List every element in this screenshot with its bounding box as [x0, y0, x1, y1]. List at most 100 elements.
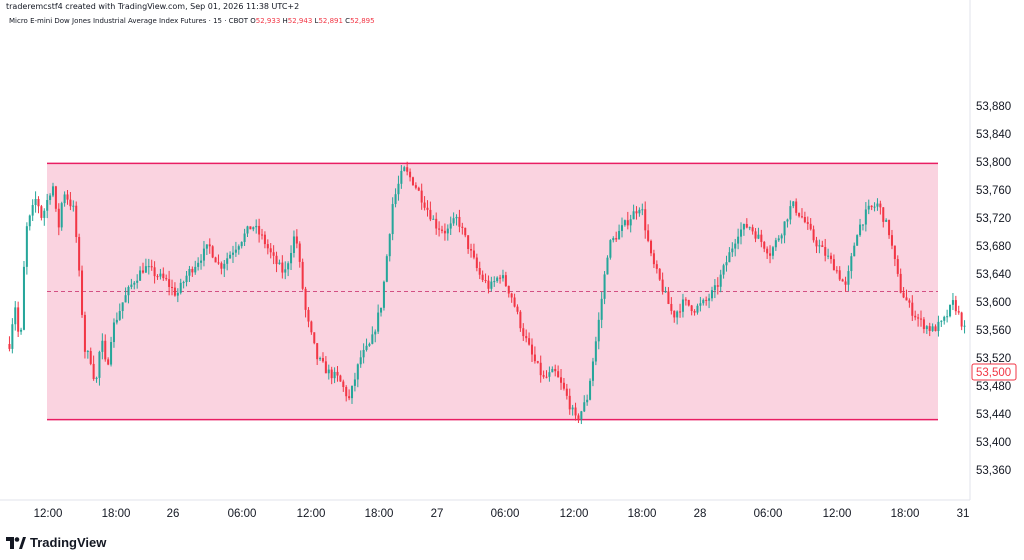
candle-body [885, 219, 888, 222]
candle-body [800, 216, 803, 218]
candle-body [307, 309, 310, 322]
y-tick-label: 53,840 [976, 129, 1011, 141]
candle-body [568, 395, 571, 410]
candle-body [490, 281, 493, 289]
candle-body [786, 219, 789, 222]
candle-body [684, 299, 687, 301]
candle-body [484, 279, 487, 281]
candle-body [699, 303, 702, 306]
y-tick-label: 53,440 [976, 409, 1011, 421]
candle-body [667, 291, 670, 304]
candle-body [205, 244, 208, 249]
candle-body [339, 375, 342, 382]
candle-body [618, 230, 621, 240]
candle-body [530, 344, 534, 355]
candle-body [580, 411, 583, 420]
candle-body [319, 358, 322, 360]
candle-body [702, 299, 705, 304]
candle-body [780, 235, 783, 239]
candle-body [46, 200, 49, 211]
candle-body [409, 171, 412, 178]
candle-body [946, 316, 949, 318]
candle-body [557, 371, 560, 378]
candle-body [499, 277, 502, 279]
candle-body [562, 382, 565, 389]
candle-body [115, 319, 118, 323]
candle-body [600, 298, 603, 320]
candle-body [475, 257, 478, 269]
candle-body [290, 252, 293, 264]
candle-body [81, 270, 84, 315]
candle-body [426, 207, 429, 210]
candle-body [78, 237, 81, 271]
candle-body [757, 234, 760, 239]
candle-body [832, 259, 835, 271]
y-tick-label: 53,640 [976, 269, 1011, 281]
candle-body [623, 220, 626, 226]
candle-body [507, 285, 510, 294]
y-tick-label: 53,400 [976, 437, 1011, 449]
y-tick-label: 53,720 [976, 213, 1011, 225]
candle-body [777, 238, 780, 241]
candle-body [382, 281, 385, 308]
candle-body [156, 276, 159, 278]
candle-body [371, 334, 374, 344]
candle-body [43, 210, 46, 218]
candle-body [766, 248, 769, 254]
candle-body [60, 203, 63, 228]
candle-body [957, 311, 960, 313]
candle-body [565, 388, 568, 396]
candle-body [31, 205, 34, 216]
candle-body [719, 274, 722, 287]
candle-body [603, 274, 606, 299]
candle-body [197, 262, 200, 267]
candle-body [861, 224, 864, 226]
candle-body [522, 328, 525, 337]
x-tick-label: 12:00 [297, 508, 326, 520]
ohlc-high: H52,943 [282, 17, 313, 25]
candle-body [362, 349, 365, 358]
candle-body [896, 259, 899, 274]
candle-body [594, 341, 597, 362]
candle-body [769, 253, 772, 256]
x-tick-label: 12:00 [34, 508, 63, 520]
candle-body [417, 187, 420, 191]
candle-body [638, 209, 641, 214]
candle-body [20, 329, 23, 332]
candle-body [963, 325, 966, 327]
candle-body [821, 245, 824, 248]
candle-body [577, 415, 580, 420]
x-tick-label: 06:00 [754, 508, 783, 520]
candle-body [513, 297, 516, 307]
candle-body [353, 379, 356, 386]
candle-body [217, 262, 220, 264]
candle-body [864, 209, 867, 225]
y-tick-label: 53,760 [976, 185, 1011, 197]
candle-body [890, 235, 893, 246]
candle-body [922, 319, 925, 330]
tradingview-logo[interactable]: TradingView [6, 535, 106, 550]
candle-body [734, 243, 737, 249]
candle-body [716, 285, 719, 287]
candle-body [551, 368, 554, 373]
candle-body [934, 326, 937, 332]
candle-body [304, 288, 307, 310]
candle-body [908, 300, 911, 303]
candle-body [783, 221, 786, 236]
candle-body [176, 292, 179, 296]
candle-body [641, 209, 644, 211]
candle-body [917, 317, 920, 319]
candle-body [246, 226, 249, 234]
candle-body [69, 199, 72, 207]
candle-body [191, 268, 194, 273]
candle-body [336, 371, 339, 376]
candle-body [632, 211, 635, 220]
candle-body [438, 228, 441, 230]
candle-body [708, 298, 711, 301]
candle-body [420, 190, 423, 203]
candle-body [583, 402, 586, 412]
candle-body [333, 371, 336, 379]
candle-body [66, 194, 69, 200]
candle-body [597, 319, 600, 342]
